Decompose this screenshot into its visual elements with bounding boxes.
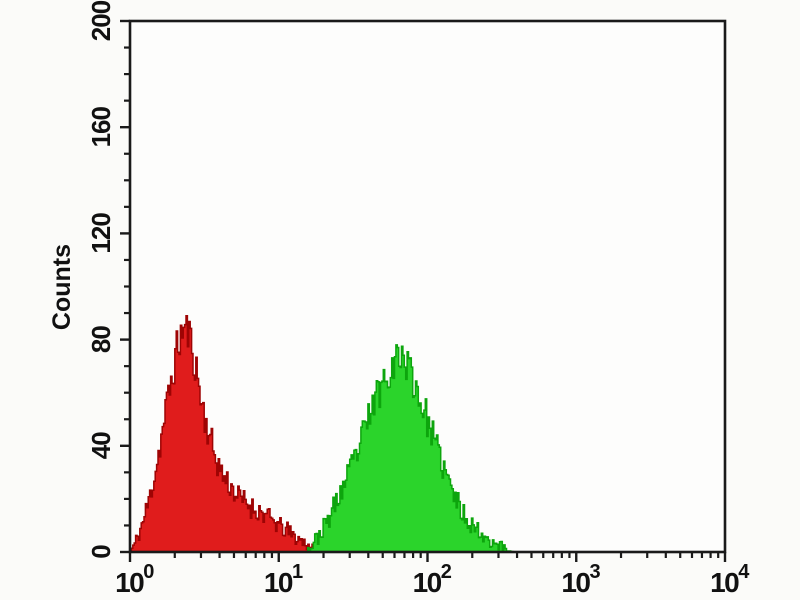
x-tick-exponent: 3 xyxy=(590,561,601,583)
x-tick-label: 102 xyxy=(413,561,452,598)
x-tick-exponent: 0 xyxy=(143,561,154,583)
y-tick-label: 40 xyxy=(86,432,116,459)
y-tick-label: 80 xyxy=(86,326,116,353)
x-tick-label: 100 xyxy=(115,561,154,598)
x-tick-label: 104 xyxy=(710,561,750,598)
x-tick-exponent: 4 xyxy=(738,561,750,583)
series-curves xyxy=(129,314,515,553)
y-tick-label: 160 xyxy=(86,106,116,147)
y-tick-label: 120 xyxy=(86,213,116,254)
x-tick-label: 103 xyxy=(561,561,600,598)
x-tick-exponent: 2 xyxy=(441,561,452,583)
green-peak-curve xyxy=(304,344,515,553)
axis-ticks xyxy=(120,19,727,562)
red-peak-curve xyxy=(129,314,319,553)
x-tick-label: 101 xyxy=(264,561,303,598)
y-tick-label: 0 xyxy=(86,545,116,559)
x-tick-exponent: 1 xyxy=(292,561,303,583)
y-tick-label: 200 xyxy=(86,0,116,41)
